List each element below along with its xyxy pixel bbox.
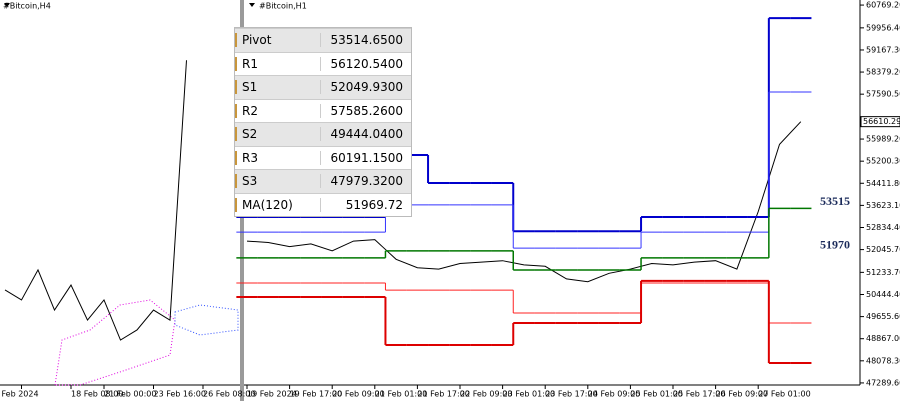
x-tick-label: 19 Feb 17:00 xyxy=(290,390,342,399)
y-tick-label: 57590.50 xyxy=(866,90,900,99)
y-tick-label: 48078.30 xyxy=(866,356,900,365)
price-line xyxy=(4,60,187,341)
level-name: R1 xyxy=(235,56,320,71)
price-line xyxy=(246,121,802,283)
last-price-box xyxy=(860,116,900,128)
table-row: Pivot 53514.6500 xyxy=(235,28,411,52)
x-tick-label: 23 Feb 01:00 xyxy=(503,390,555,399)
level-name: S3 xyxy=(235,174,320,189)
x-tick-label: Feb 2024 xyxy=(2,390,39,399)
cloud xyxy=(174,304,239,336)
y-tick-label: 52045.70 xyxy=(866,245,900,254)
level-annotation: 53515 xyxy=(820,194,850,208)
pivot-table: Pivot 53514.6500 R1 56120.5400 S1 52049.9300 R… xyxy=(234,27,412,217)
chart-title: #Bitcoin,H1 xyxy=(259,2,307,11)
x-tick-label: 21 Feb 01:00 xyxy=(375,390,427,399)
level-annotation: 51970 xyxy=(820,237,850,251)
y-tick-label: 50444.40 xyxy=(866,290,900,299)
x-tick-label: 22 Feb 09:00 xyxy=(460,390,512,399)
level-value: 60191.1500 xyxy=(320,150,411,165)
y-tick-label: 59956.40 xyxy=(866,23,900,32)
x-tick-label: 24 Feb 09:00 xyxy=(588,390,640,399)
y-tick-label: 55200.30 xyxy=(866,157,900,166)
table-row: S2 49444.0400 xyxy=(235,122,411,146)
level-value: 52049.9300 xyxy=(320,80,411,95)
x-tick-label: 20 Feb 09:00 xyxy=(332,390,384,399)
y-tick-label: 54411.80 xyxy=(866,179,900,188)
x-tick-label: 21 Feb 00:00 xyxy=(104,390,156,399)
last-price-label: 56610.29 xyxy=(863,117,900,126)
table-row: S1 52049.9300 xyxy=(235,75,411,99)
table-row: S3 47979.3200 xyxy=(235,169,411,193)
x-tick-label: 19 Feb 2024 xyxy=(247,390,297,399)
level-name: S2 xyxy=(235,127,320,142)
level-name: R3 xyxy=(235,150,320,165)
level-name: MA(120) xyxy=(235,197,320,212)
y-tick-label: 59167.30 xyxy=(866,45,900,54)
level-name: R2 xyxy=(235,103,320,118)
level-value: 47979.3200 xyxy=(320,174,411,189)
x-tick-label: 23 Feb 17:00 xyxy=(545,390,597,399)
level-value: 53514.6500 xyxy=(320,33,411,48)
x-tick-label: 23 Feb 16:00 xyxy=(154,390,206,399)
menu-icon[interactable] xyxy=(4,3,10,7)
y-tick-label: 60769.20 xyxy=(866,1,900,10)
y-tick-label: 55989.20 xyxy=(866,135,900,144)
cloud xyxy=(54,299,176,386)
table-row: R3 60191.1500 xyxy=(235,145,411,170)
y-tick-label: 48867.00 xyxy=(866,334,900,343)
x-tick-label: 25 Feb 17:00 xyxy=(673,390,725,399)
chart-title: #Bitcoin,H4 xyxy=(3,2,51,11)
table-row: R1 56120.5400 xyxy=(235,51,411,76)
x-tick-label: 18 Feb 08:00 xyxy=(71,390,123,399)
x-tick-label: 26 Feb 08:00 xyxy=(203,390,255,399)
x-tick-label: 27 Feb 01:00 xyxy=(758,390,810,399)
level-value: 57585.2600 xyxy=(320,103,411,118)
level-name: S1 xyxy=(235,80,320,95)
level-name: Pivot xyxy=(235,33,320,48)
table-row: R2 57585.2600 xyxy=(235,98,411,123)
menu-icon[interactable] xyxy=(249,3,255,7)
y-tick-label: 58379.20 xyxy=(866,68,900,77)
level-value: 49444.0400 xyxy=(320,127,411,142)
ichimoku-cloud xyxy=(54,299,239,386)
y-tick-label: 53623.10 xyxy=(866,201,900,210)
level-value: 56120.5400 xyxy=(320,56,411,71)
level-value: 51969.72 xyxy=(320,197,411,212)
x-tick-label: 26 Feb 09:00 xyxy=(716,390,768,399)
y-tick-label: 51233.70 xyxy=(866,268,900,277)
y-tick-label: 49655.60 xyxy=(866,312,900,321)
x-tick-label: 25 Feb 01:00 xyxy=(630,390,682,399)
y-tick-label: 47289.60 xyxy=(866,378,900,387)
x-tick-label: 21 Feb 17:00 xyxy=(417,390,469,399)
y-tick-label: 52834.40 xyxy=(866,223,900,232)
table-row: MA(120) 51969.72 xyxy=(235,192,411,217)
